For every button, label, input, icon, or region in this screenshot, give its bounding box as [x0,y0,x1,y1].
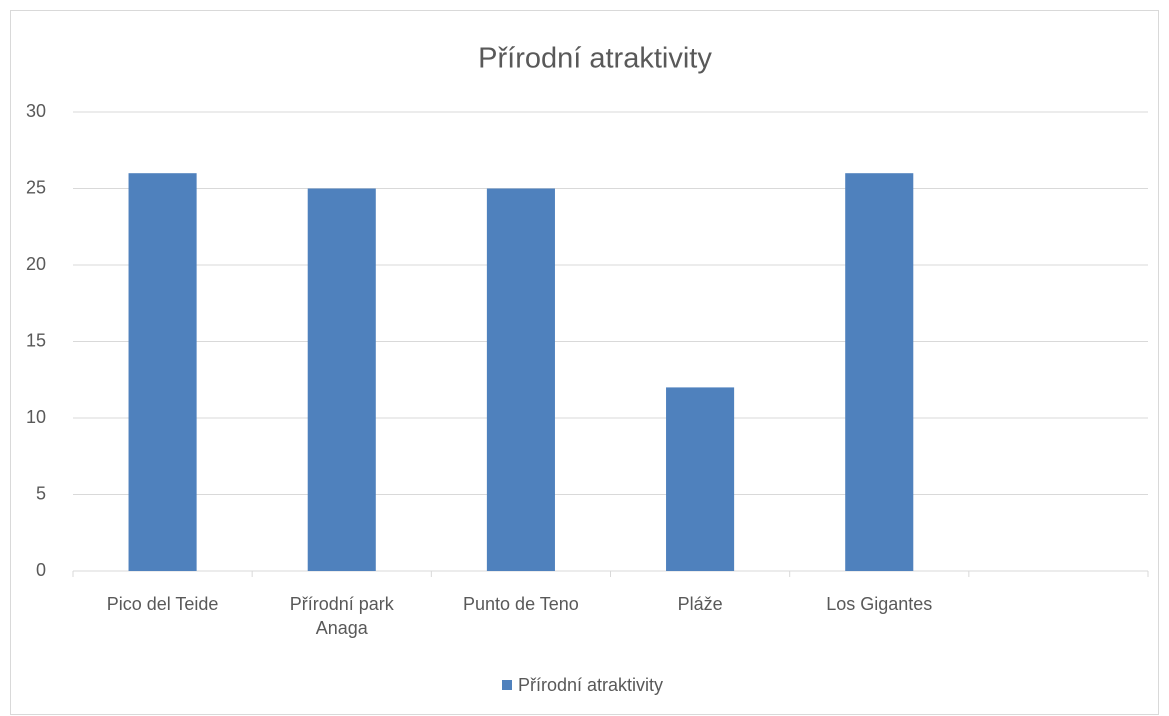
bar [307,188,376,571]
legend-swatch [502,680,512,690]
bar [486,188,555,571]
legend-label: Přírodní atraktivity [518,675,663,695]
y-tick-label: 15 [26,330,46,350]
chart-border [10,10,1159,715]
y-tick-label: 0 [36,560,46,580]
bar [845,173,914,571]
y-tick-label: 30 [26,101,46,121]
bar [666,387,735,571]
bar [128,173,197,571]
y-tick-label: 20 [26,254,46,274]
x-tick-label: Přírodní park Anaga [289,594,394,638]
y-tick-label: 25 [26,177,46,197]
chart-title: Přírodní atraktivity [478,43,712,75]
x-tick-label: Pico del Teide [106,594,219,614]
x-tick-label: Punto de Teno [463,594,579,614]
y-tick-label: 10 [26,407,46,427]
x-tick-label: Los Gigantes [826,594,933,614]
y-tick-label: 5 [36,483,46,503]
x-tick-label: Pláže [677,594,723,614]
